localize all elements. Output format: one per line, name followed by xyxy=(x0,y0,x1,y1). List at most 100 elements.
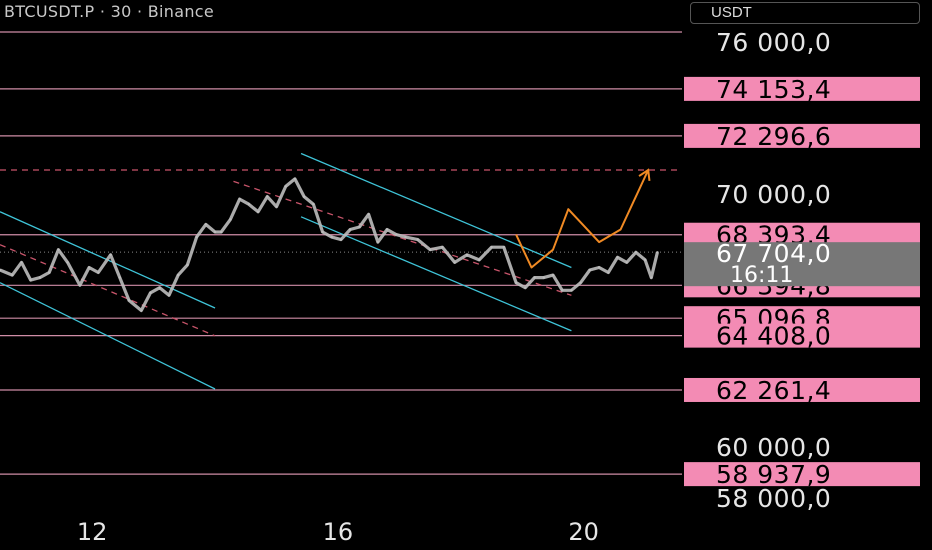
countdown-label: 16:11 xyxy=(730,263,793,288)
price-point xyxy=(453,261,456,264)
price-series-layer xyxy=(0,177,659,313)
price-point xyxy=(140,309,143,312)
price-point xyxy=(109,253,112,257)
level-price-label: 64 408,0 xyxy=(716,322,831,351)
level-price-label: 74 153,4 xyxy=(716,75,831,104)
price-point xyxy=(167,294,171,297)
price-point xyxy=(588,268,592,272)
current-price-label: 67 704,0 xyxy=(716,239,831,268)
price-point xyxy=(66,261,69,264)
channel-midline xyxy=(0,244,216,337)
price-point xyxy=(358,225,361,229)
price-point xyxy=(149,291,152,294)
price-point xyxy=(560,289,564,292)
price-point xyxy=(20,261,23,264)
channel-lower-line xyxy=(0,282,216,390)
price-point xyxy=(330,235,333,239)
price-point xyxy=(367,213,370,216)
price-point xyxy=(158,286,161,289)
price-point xyxy=(570,289,573,292)
price-point xyxy=(11,273,14,277)
time-tick-label: 16 xyxy=(323,518,354,546)
price-point xyxy=(385,228,389,231)
price-point xyxy=(195,235,198,239)
projection-layer xyxy=(515,168,651,269)
price-point xyxy=(87,266,91,269)
price-tick-label: 70 000,0 xyxy=(716,180,831,209)
price-point xyxy=(542,276,545,279)
price-point xyxy=(293,177,297,181)
price-point xyxy=(656,251,659,254)
price-tick-label: 58 000,0 xyxy=(716,484,831,513)
price-point xyxy=(650,276,653,279)
level-price-badge[interactable] xyxy=(684,377,920,402)
price-point xyxy=(186,263,189,267)
channel-midline xyxy=(233,180,572,296)
channel-upper-line xyxy=(300,152,572,269)
level-price-badge[interactable] xyxy=(684,123,920,148)
price-point xyxy=(376,240,380,244)
horizontal-levels-layer xyxy=(0,31,682,475)
price-point xyxy=(643,258,647,262)
price-point xyxy=(551,273,555,277)
price-point xyxy=(38,276,42,279)
price-point xyxy=(634,251,638,254)
price-point xyxy=(266,195,269,198)
current-price-badge xyxy=(684,242,920,287)
price-point xyxy=(29,278,32,282)
price-point xyxy=(404,235,407,239)
price-point xyxy=(465,253,469,257)
price-point xyxy=(524,286,527,289)
level-price-label: 62 261,4 xyxy=(716,376,831,405)
price-point xyxy=(47,271,51,274)
price-tick-label: 76 000,0 xyxy=(716,28,831,57)
price-point xyxy=(597,266,601,269)
currency-selector[interactable]: USDT xyxy=(690,2,920,24)
level-price-badge[interactable] xyxy=(684,76,920,101)
price-point xyxy=(57,248,60,251)
projection-path xyxy=(515,169,650,269)
price-point xyxy=(579,281,582,284)
price-point xyxy=(428,248,432,251)
time-axis-layer[interactable]: 12 16 20 xyxy=(77,518,599,546)
price-point xyxy=(502,246,506,249)
price-point xyxy=(533,276,536,279)
price-point xyxy=(395,233,398,236)
price-point xyxy=(478,258,481,262)
price-point xyxy=(78,283,82,287)
price-point xyxy=(213,230,217,234)
projection-arrow-icon xyxy=(638,168,651,182)
price-point xyxy=(625,261,628,264)
price-point xyxy=(256,210,260,213)
level-price-badge[interactable] xyxy=(684,462,920,487)
level-price-label: 58 937,9 xyxy=(716,460,831,489)
price-point xyxy=(118,276,122,279)
price-point xyxy=(616,256,619,259)
price-point xyxy=(349,228,352,231)
chart-title: BTCUSDT.P · 30 · Binance xyxy=(4,2,215,21)
price-point xyxy=(247,202,251,206)
price-point xyxy=(229,218,232,221)
price-point xyxy=(339,238,343,241)
level-price-label: 72 296,6 xyxy=(716,122,831,151)
level-price-badge[interactable] xyxy=(684,323,920,348)
price-point xyxy=(416,238,420,241)
price-point xyxy=(238,197,241,201)
price-point xyxy=(204,223,208,226)
channel-lower-line xyxy=(300,216,572,332)
price-point xyxy=(490,246,493,249)
price-point xyxy=(97,271,100,274)
price-point xyxy=(127,299,131,302)
time-tick-label: 12 xyxy=(77,518,108,546)
price-point xyxy=(219,230,223,234)
time-tick-label: 20 xyxy=(568,518,599,546)
price-point xyxy=(284,185,287,188)
price-point xyxy=(441,246,444,249)
price-point xyxy=(275,205,278,208)
price-axis-layer[interactable]: 58 000,0 60 000,0 70 000,0 76 000,0 74 153,4… xyxy=(684,0,932,550)
price-point xyxy=(176,273,180,277)
price-point xyxy=(321,230,324,234)
price-point xyxy=(302,195,306,198)
price-point xyxy=(514,281,518,284)
